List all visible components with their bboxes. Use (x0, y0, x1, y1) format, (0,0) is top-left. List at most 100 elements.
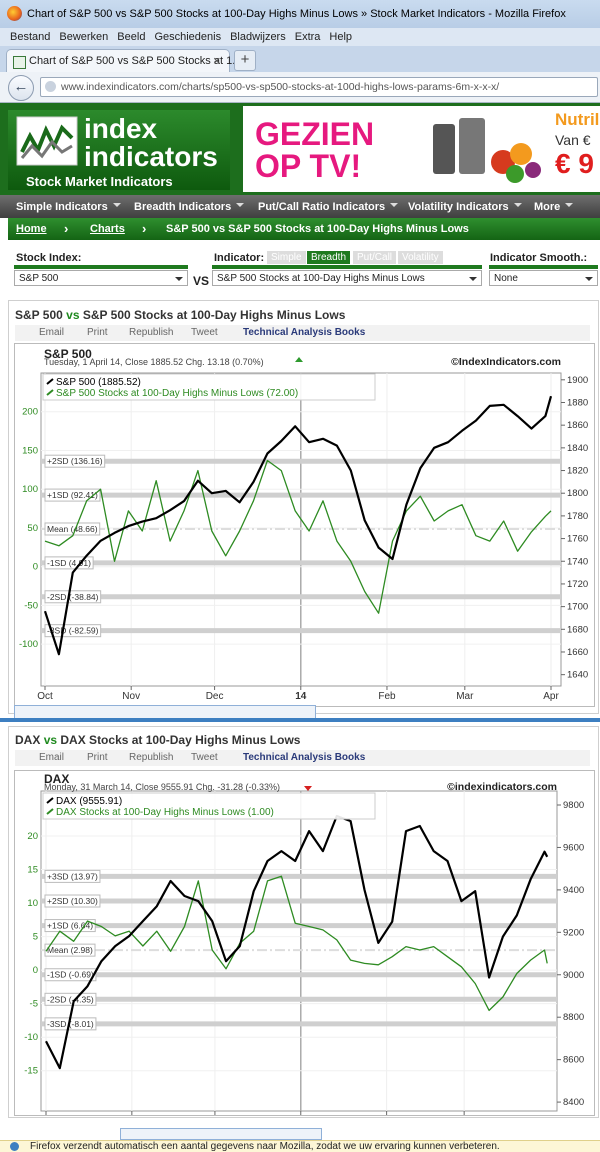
y-tick-label: 150 (22, 445, 38, 456)
toolbar-link[interactable]: Email (39, 752, 65, 763)
chart-title: S&P 500 (44, 347, 92, 361)
info-icon (10, 1142, 19, 1151)
legend-swatch (46, 378, 54, 385)
y2-tick-label: 8400 (563, 1097, 584, 1108)
change-arrow (304, 786, 312, 791)
y2-tick-label: 1740 (567, 556, 588, 567)
x-tick-label: Nov (122, 691, 140, 702)
legend-box (42, 792, 376, 820)
y2-tick-label: 1900 (567, 375, 588, 386)
y2-tick-label: 1880 (567, 397, 588, 408)
nav-item[interactable]: More (534, 201, 573, 213)
breadcrumb-link[interactable]: Charts (90, 223, 125, 235)
logo-icon (16, 116, 78, 166)
chart-source: ©IndexIndicators.com (451, 356, 561, 368)
logo-text: index (84, 113, 158, 144)
sd-label: +2SD (136.16) (47, 456, 103, 466)
indicator-select[interactable]: S&P 500 Stocks at 100-Day Highs Minus Lo… (212, 270, 482, 286)
sd-label-box (44, 590, 102, 604)
y-tick-label: 10 (27, 898, 38, 909)
advertisement[interactable]: GEZIEN OP TV! Nutril Van € € 9 (243, 106, 600, 192)
toolbar-link[interactable]: Tweet (191, 752, 218, 763)
toolbar-link[interactable]: Technical Analysis Books (243, 327, 366, 338)
stock-index-select[interactable]: S&P 500 (14, 270, 188, 286)
toolbar-link[interactable]: Tweet (191, 327, 218, 338)
sd-label-box (44, 522, 101, 536)
y2-tick-label: 8800 (563, 1012, 584, 1023)
nav-item[interactable]: Simple Indicators (16, 201, 121, 213)
sd-label: +1SD (92.41) (47, 490, 98, 500)
toolbar-link[interactable]: Print (87, 327, 108, 338)
toolbar-link[interactable]: Print (87, 752, 108, 763)
y-tick-label: 20 (27, 831, 38, 842)
sd-label-box (44, 992, 97, 1006)
back-button[interactable]: ← (8, 75, 34, 101)
selector-underline (212, 265, 482, 269)
nav-item[interactable]: Volatility Indicators (408, 201, 522, 213)
menu-item[interactable]: Help (329, 31, 353, 43)
firefox-icon (7, 6, 22, 21)
indicator-tab[interactable]: Simple (267, 251, 306, 264)
heading-part: vs (66, 308, 80, 322)
legend-swatch (46, 808, 54, 815)
indicator-tab[interactable]: Breadth (307, 251, 351, 264)
sd-label-box (44, 894, 101, 908)
menu-item[interactable]: Bladwijzers (230, 31, 286, 43)
y-tick-label: -5 (30, 999, 38, 1010)
selector-underline (489, 265, 598, 269)
sd-label-box (44, 556, 94, 570)
heading-part: vs (43, 733, 58, 747)
sd-label-box (44, 943, 96, 957)
chart-source: ©indexindicators.com (447, 781, 557, 793)
menu-item[interactable]: Bestand (10, 31, 51, 43)
heading-part: DAX Stocks at 100-Day Highs Minus Lows (60, 733, 301, 747)
toolbar-link[interactable]: Email (39, 327, 65, 338)
sd-label-box (44, 488, 101, 502)
ad-brand: Nutril (555, 110, 600, 129)
indicator-tab[interactable]: Put/Call (353, 251, 397, 264)
legend-swatch (46, 389, 54, 396)
indicator-tab[interactable]: Volatility (398, 251, 443, 264)
y-tick-label: -15 (24, 1066, 38, 1077)
y2-tick-label: 1760 (567, 534, 588, 545)
new-tab-button[interactable]: + (234, 50, 256, 71)
y-tick-label: 200 (22, 407, 38, 418)
nav-item[interactable]: Breadth Indicators (134, 201, 244, 213)
y2-tick-label: 9200 (563, 927, 584, 938)
main-nav: Simple Indicators Breadth Indicators Put… (0, 195, 600, 218)
menu-bar: Bestand Bewerken Beeld Geschiedenis Bladwijz… (0, 28, 600, 46)
selector-label: Stock Index: (16, 252, 82, 264)
banner-strip (14, 705, 316, 719)
breadcrumb-current: S&P 500 vs S&P 500 Stocks at 100-Day Hig… (166, 223, 469, 235)
separator (0, 718, 600, 722)
menu-item[interactable]: Extra (294, 31, 321, 43)
breadcrumb: Home › Charts › S&P 500 vs S&P 500 Stock… (8, 218, 600, 240)
url-text: www.indexindicators.com/charts/sp500-vs-… (61, 81, 500, 93)
heading-part: S&P 500 (15, 308, 63, 322)
menu-item[interactable]: Bewerken (59, 31, 109, 43)
menu-item[interactable]: Beeld (117, 31, 146, 43)
selector-label: Indicator: (214, 252, 265, 264)
x-tick-label: Oct (37, 691, 53, 702)
legend-label: S&P 500 (1885.52) (56, 377, 141, 388)
nav-item[interactable]: Put/Call Ratio Indicators (258, 201, 398, 213)
toolbar-link[interactable]: Republish (129, 752, 174, 763)
legend-label: S&P 500 Stocks at 100-Day Highs Minus Lo… (56, 388, 298, 399)
x-tick-label: Feb (378, 691, 396, 702)
toolbar-link[interactable]: Republish (129, 327, 174, 338)
tab-close[interactable]: × (213, 53, 221, 68)
menu-item[interactable]: Geschiedenis (154, 31, 222, 43)
ad-fruit (506, 165, 524, 183)
sd-label-box (44, 454, 106, 468)
y-tick-label: -10 (24, 1032, 38, 1043)
breadcrumb-link[interactable]: Home (16, 223, 47, 235)
url-bar[interactable]: www.indexindicators.com/charts/sp500-vs-… (40, 77, 598, 97)
y2-tick-label: 1800 (567, 488, 588, 499)
browser-tab[interactable]: Chart of S&P 500 vs S&P 500 Stocks at 1.… (6, 49, 241, 73)
legend-label: DAX (9555.91) (56, 796, 122, 807)
smooth-select[interactable]: None (489, 270, 598, 286)
logo-line (20, 139, 73, 159)
toolbar-link[interactable]: Technical Analysis Books (243, 752, 366, 763)
ad-fruit (510, 143, 532, 165)
chart-title: DAX (44, 772, 69, 786)
